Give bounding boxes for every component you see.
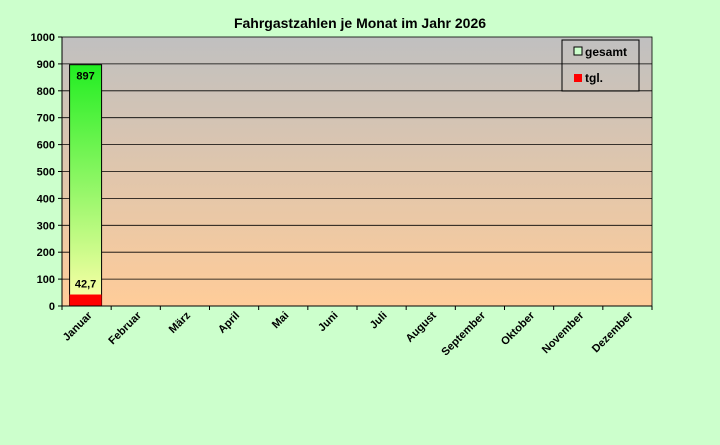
legend-box bbox=[561, 39, 640, 92]
data-label-tgl: 42,7 bbox=[75, 279, 96, 291]
bar-gesamt bbox=[69, 64, 103, 307]
x-tick-label: Juli bbox=[368, 310, 390, 332]
y-tick-label: 1000 bbox=[31, 32, 55, 44]
y-tick-label: 400 bbox=[37, 193, 55, 205]
gridlines bbox=[62, 63, 652, 280]
data-labels: 897 42,7 bbox=[75, 71, 96, 291]
y-tick-label: 800 bbox=[37, 86, 55, 98]
bar-tgl bbox=[69, 294, 102, 306]
y-tick-label: 900 bbox=[37, 59, 55, 71]
legend-label-tgl: tgl. bbox=[585, 71, 603, 85]
legend-label-gesamt: gesamt bbox=[585, 45, 627, 59]
x-tick-label: August bbox=[404, 309, 440, 345]
x-tick-label: März bbox=[167, 309, 194, 336]
legend-swatch-tgl bbox=[574, 74, 582, 82]
x-tick-label: Mai bbox=[270, 310, 291, 331]
y-tick-label: 200 bbox=[37, 247, 55, 259]
x-tick-label: Oktober bbox=[499, 309, 538, 348]
y-axis-ticks: 0 100 200 300 400 500 600 700 800 900 1000 bbox=[31, 32, 62, 313]
y-tick-label: 500 bbox=[37, 167, 55, 179]
x-tick-label: November bbox=[540, 309, 587, 356]
y-tick-label: 600 bbox=[37, 140, 55, 152]
x-axis-ticks: Januar Februar März April Mai Juni Juli August S… bbox=[61, 306, 653, 358]
y-tick-label: 300 bbox=[37, 220, 55, 232]
x-tick-label: Januar bbox=[61, 309, 96, 344]
x-tick-label: Februar bbox=[106, 309, 144, 347]
legend: gesamt tgl. bbox=[561, 39, 640, 92]
bars bbox=[69, 64, 103, 307]
x-tick-label: April bbox=[216, 310, 242, 336]
y-tick-label: 100 bbox=[37, 274, 55, 286]
data-label-gesamt: 897 bbox=[76, 71, 94, 83]
x-tick-label: September bbox=[439, 309, 488, 358]
y-tick-label: 700 bbox=[37, 113, 55, 125]
legend-swatch-gesamt bbox=[573, 46, 583, 56]
chart-title: Fahrgastzahlen je Monat im Jahr 2026 bbox=[234, 15, 486, 31]
x-tick-label: Juni bbox=[316, 310, 340, 334]
y-tick-label: 0 bbox=[49, 301, 55, 313]
x-tick-label: Dezember bbox=[590, 309, 636, 355]
